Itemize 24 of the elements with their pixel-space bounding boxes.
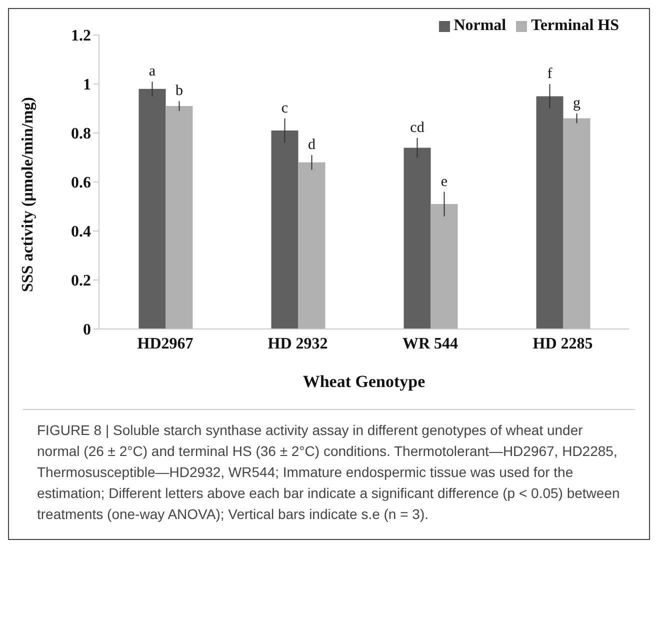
legend-label: Terminal HS — [531, 17, 619, 34]
y-tick-label: 1.2 — [71, 28, 91, 45]
annotation: b — [176, 83, 183, 100]
x-tick-label: HD2967 — [137, 335, 194, 352]
annotation: e — [440, 174, 448, 190]
annotation: f — [547, 66, 552, 82]
x-tick-label: HD 2285 — [532, 335, 593, 352]
annotation: d — [308, 137, 316, 154]
annotation: c — [281, 100, 288, 116]
y-tick-label: 1 — [83, 76, 91, 94]
y-tick-label: 0.4 — [71, 224, 91, 241]
y-tick-label: 0 — [83, 322, 91, 339]
y-axis-title: SSS activity (µmole/min/mg) — [20, 97, 37, 292]
annotation: g — [573, 95, 581, 112]
annotation: cd — [410, 120, 425, 136]
x-tick-label: HD 2932 — [268, 335, 328, 352]
x-axis-title: Wheat Genotype — [302, 372, 426, 391]
legend-label: Normal — [454, 17, 506, 34]
y-tick-label: 0.2 — [71, 272, 91, 290]
x-tick-label: WR 544 — [402, 335, 458, 352]
y-tick-label: 0.6 — [71, 174, 91, 192]
annotation: a — [148, 64, 156, 80]
caption: FIGURE 8 | Soluble starch synthase activity assay in different genotypes of wheat under normal (26 ± 2°C) and terminal HS (36 ± 2°C) conditions. Thermotolerant—HD2967, HD2285, Thermosusceptible—HD2932, WR544; Immature endospermic tissue was used for the estimation; Different letters above each bar indicate a significant difference (p < 0.05) between treatments (one-way ANOVA); Vertical bars indicate s.e (n = 3). — [23, 409, 635, 539]
y-tick-label: 0.8 — [71, 126, 91, 143]
